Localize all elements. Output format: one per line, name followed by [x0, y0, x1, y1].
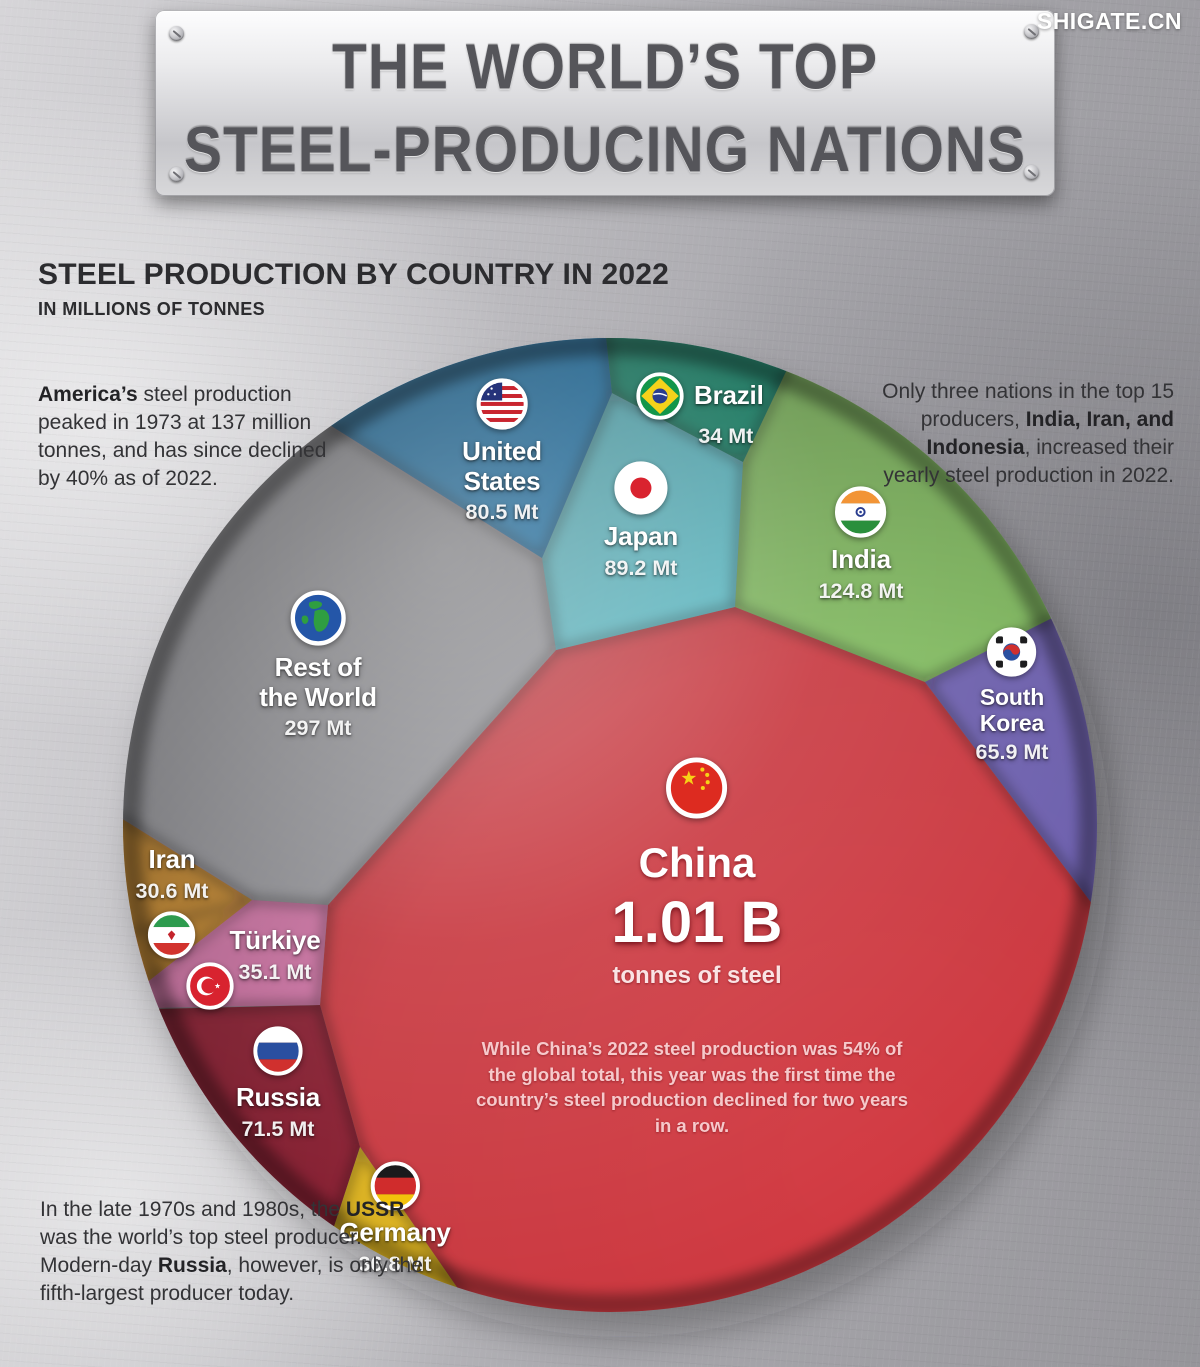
ball-rim-shadow [123, 338, 1097, 1312]
screw-icon [169, 26, 184, 41]
ball-shade [123, 338, 1097, 1312]
screw-icon [1024, 24, 1039, 39]
subtitle-units: IN MILLIONS OF TONNES [38, 299, 266, 319]
page-title-line-2: STEEL-PRODUCING NATIONS [183, 114, 1027, 186]
screw-icon [169, 167, 184, 182]
annotation-america: America’s steel production peaked in 197… [38, 383, 327, 490]
subtitle-heading: STEEL PRODUCTION BY COUNTRY IN 2022 [38, 258, 670, 291]
screw-icon [1024, 165, 1039, 180]
annotation-asia-producers: Only three nations in the top 15 produce… [882, 380, 1174, 487]
page-title-line-1: THE WORLD’S TOP [332, 31, 878, 103]
annotation-ussr: In the late 1970s and 1980s, the USSR wa… [40, 1198, 423, 1305]
title-plate: THE WORLD’S TOP STEEL-PRODUCING NATIONS [155, 10, 1055, 196]
watermark: SHIGATE.CN [1036, 8, 1182, 34]
chart-subtitle: STEEL PRODUCTION BY COUNTRY IN 2022 IN M… [38, 258, 669, 320]
